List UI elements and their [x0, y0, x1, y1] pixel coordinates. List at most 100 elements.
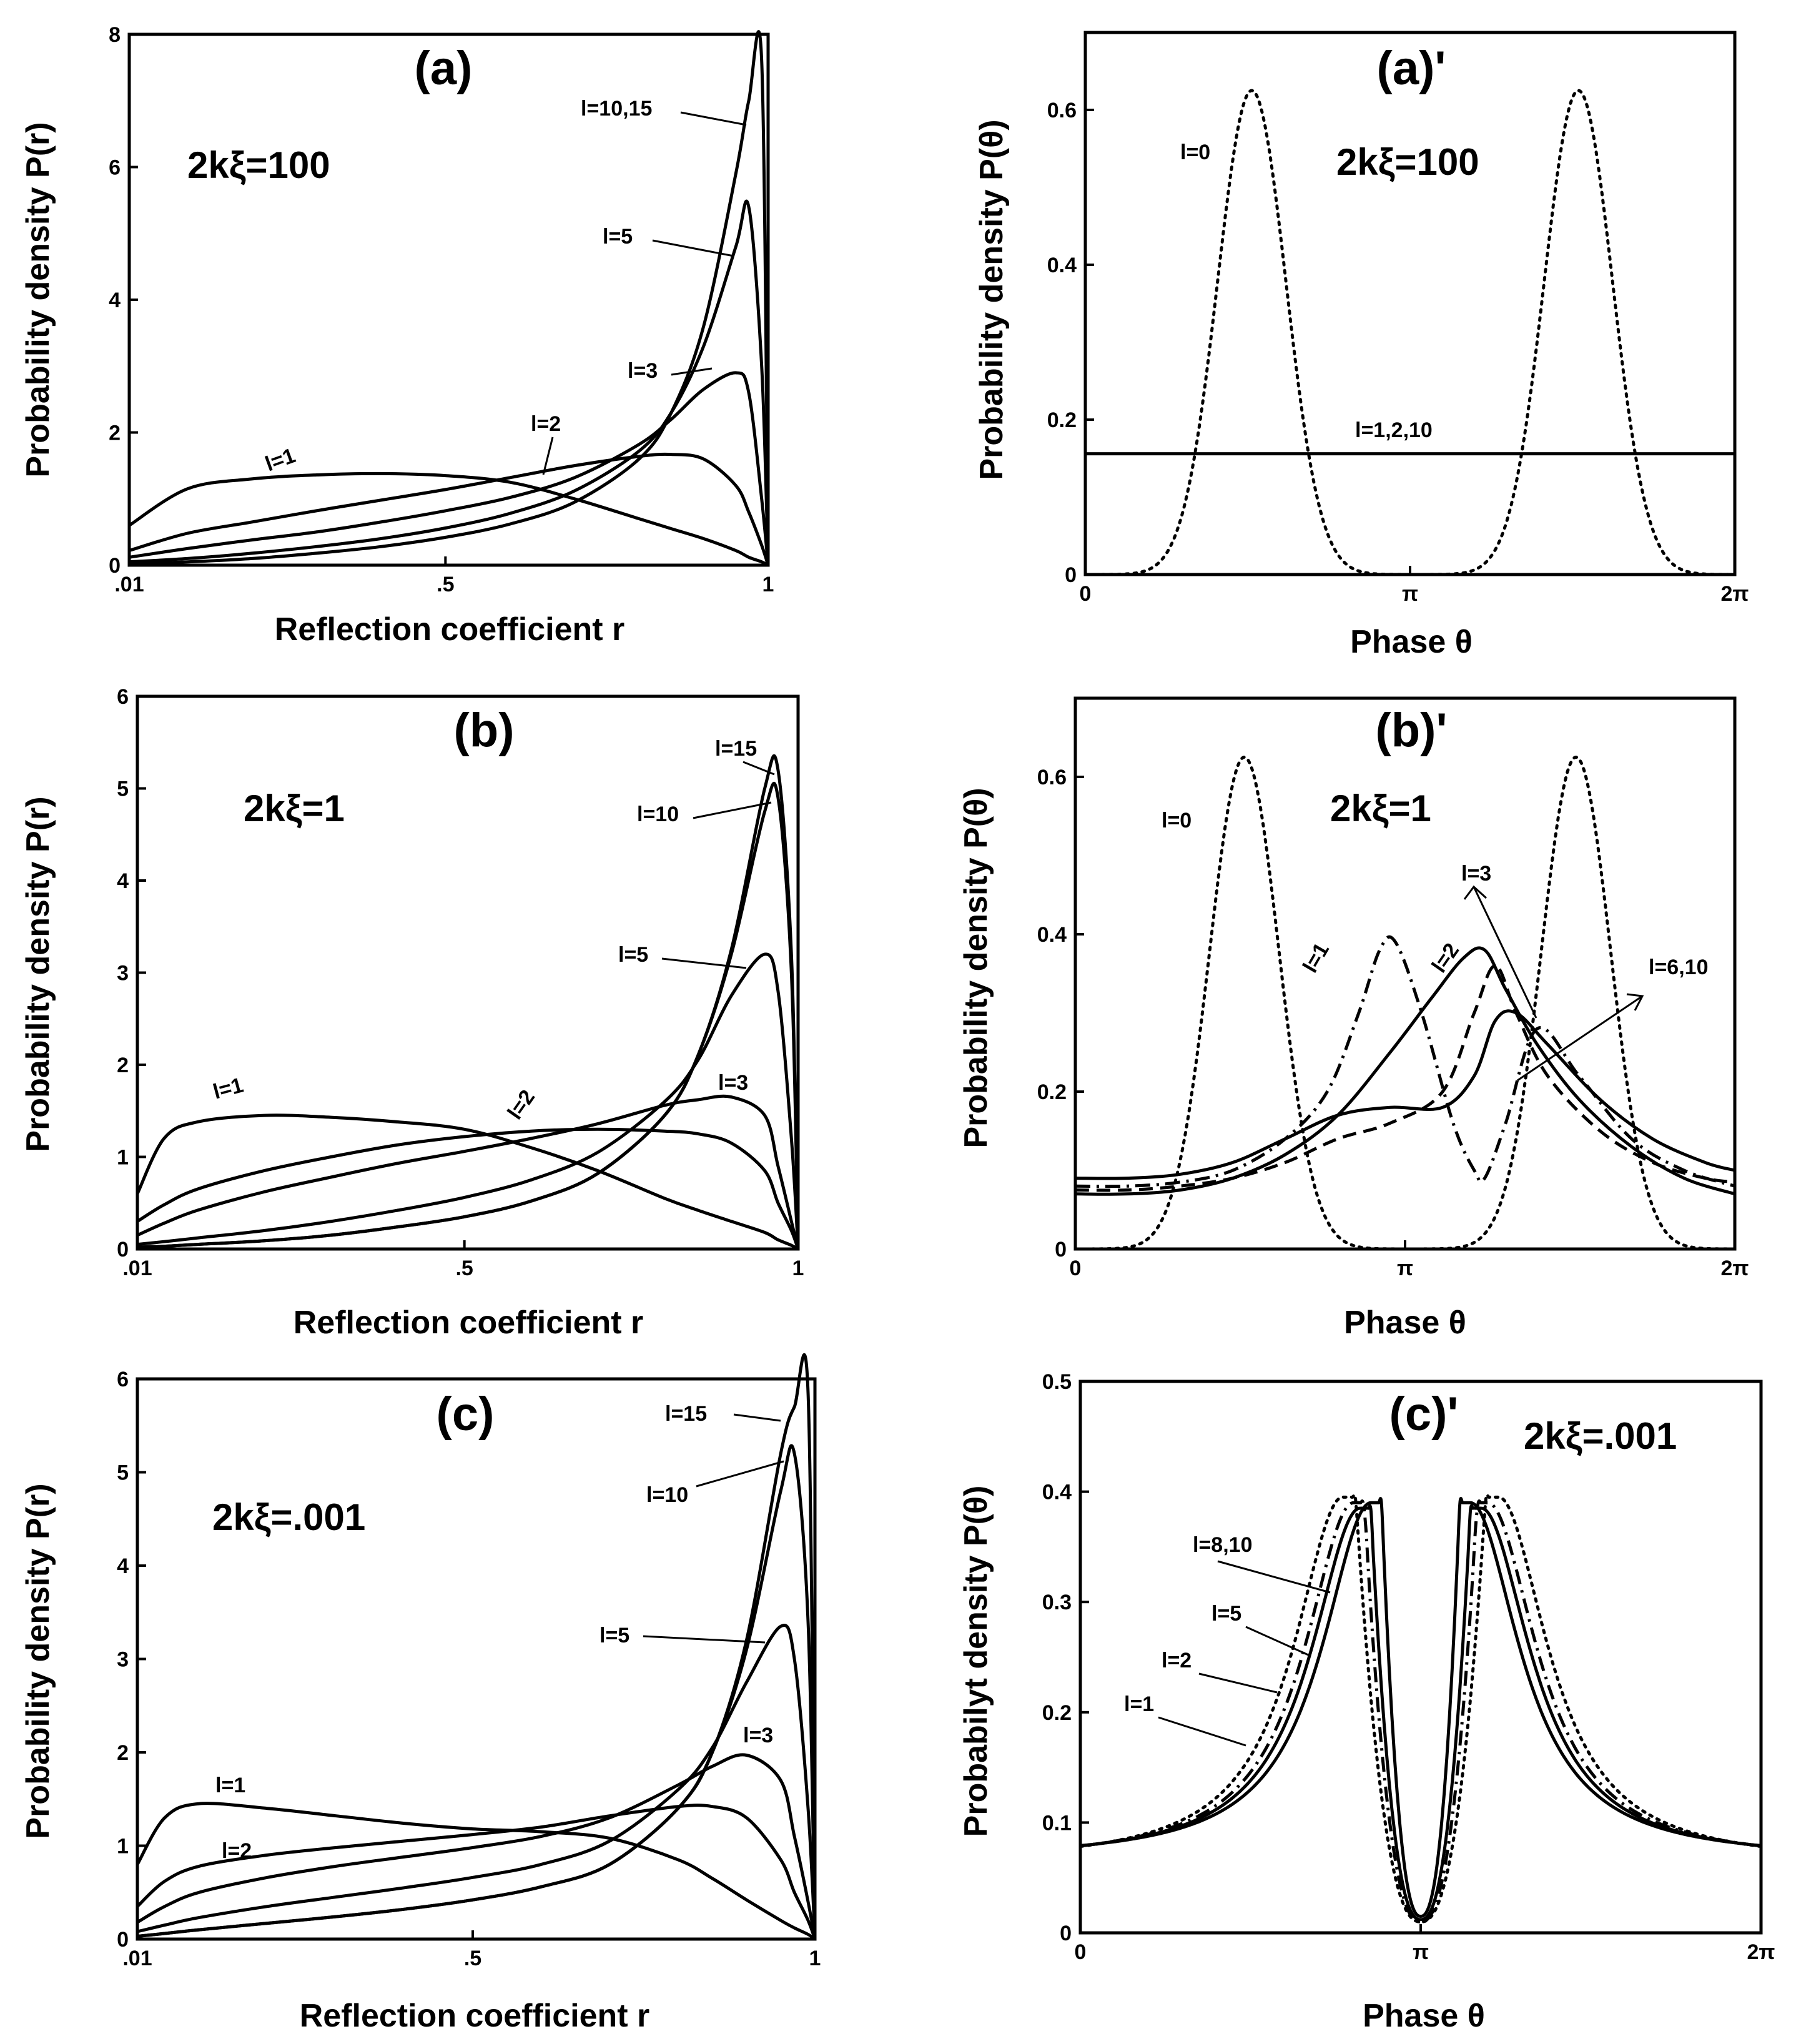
panel-b-ytick-label: 2	[117, 1054, 129, 1077]
panel-c-label-l5: l=5	[599, 1624, 629, 1647]
panel-c-prime-ytick-label: 0	[1060, 1922, 1072, 1945]
panel-b-prime-arrow-l6-10	[1517, 995, 1643, 1082]
panel-a-prime-ylabel: Probability density P(θ)	[974, 119, 1010, 480]
panel-b-series-l-5	[137, 952, 800, 1250]
panel-c-ytick-label: 1	[117, 1835, 129, 1859]
panel-a-plot-frame	[127, 32, 770, 567]
panel-b-label-l3: l=3	[718, 1071, 748, 1095]
panel-c-leader-l15	[733, 1413, 781, 1422]
panel-a-prime-ytick-label: 0.6	[1047, 99, 1077, 122]
panel-c-prime-xlabel: Phase θ	[1363, 1998, 1485, 2034]
panel-a-ytick-label: 0	[109, 554, 121, 578]
panel-b-series-l-1	[136, 1113, 799, 1251]
panel-a-leader-l10-15	[680, 111, 747, 126]
panel-a-label-l10-15: l=10,15	[581, 97, 652, 121]
panel-b-prime-plot-frame	[1073, 696, 1737, 1251]
panel-c-prime-leader-l2	[1198, 1672, 1278, 1694]
panel-a-prime-plot-frame	[1083, 31, 1737, 576]
panel-b-ytick-label: 3	[117, 962, 129, 985]
panel-b-prime-ytick-label: 0.6	[1037, 766, 1067, 789]
panel-a-series-l-3	[129, 371, 770, 566]
panel-a-prime-label-l1-2-10: l=1,2,10	[1355, 418, 1433, 442]
panel-c-series-l-5	[137, 1624, 817, 1940]
panel-b-prime-arrowhead-l3	[1463, 885, 1488, 900]
panel-a-prime: (a)' 2kξ=100 Phase θ Probability density…	[974, 31, 1749, 660]
panel-c-ytick-label: 2	[117, 1741, 129, 1765]
panel-a-prime-ytick-label: 0.2	[1047, 408, 1077, 432]
panel-a-ytick-label: 2	[109, 422, 121, 445]
panel-c-label-l15: l=15	[665, 1402, 707, 1426]
panel-b-prime-label-l1: l=1	[1298, 939, 1334, 977]
panel-c-prime-leader-l5	[1245, 1626, 1309, 1656]
panel-a-prime-ytick-label: 0.4	[1047, 254, 1077, 277]
panel-b-prime-label-l2: l=2	[1427, 939, 1464, 977]
panel-b-prime-label-l6-10: l=6,10	[1649, 955, 1708, 979]
panel-a-ytick-label: 6	[109, 156, 121, 180]
panel-c-ytick-label: 4	[117, 1554, 129, 1578]
panel-b-xtick-label: .5	[455, 1257, 473, 1280]
panel-b-ytick-label: 0	[117, 1238, 129, 1261]
panel-c-prime-ylabel: Probabilyt density P(θ)	[958, 1486, 994, 1837]
panel-a-xtick-label: 1	[762, 573, 774, 596]
panel-b-leader-l10	[693, 801, 772, 819]
panel-c-label-l10: l=10	[646, 1483, 688, 1507]
panel-a-prime-param: 2kξ=100	[1336, 141, 1479, 183]
panel-b: (b) 2kξ=1 Reflection coefficient r Proba…	[20, 685, 804, 1341]
panel-b-xtick-label: 1	[792, 1257, 804, 1280]
panel-b-label-l5: l=5	[618, 943, 648, 967]
panel-c-prime-param: 2kξ=.001	[1524, 1415, 1677, 1457]
panel-b-prime-param: 2kξ=1	[1330, 787, 1431, 829]
panel-a-label-l2: l=2	[531, 412, 561, 436]
panel-b-prime-ytick-label: 0	[1055, 1238, 1067, 1261]
panel-b-title: (b)	[453, 704, 514, 757]
panel-a-prime-xlabel: Phase θ	[1350, 624, 1473, 660]
panel-b-prime-ytick-label: 0.2	[1037, 1080, 1067, 1104]
panel-b-plot-frame	[136, 694, 800, 1251]
panel-c-prime-ytick-label: 0.2	[1042, 1701, 1072, 1725]
panel-a-prime-xtick-label: 2π	[1721, 582, 1749, 606]
panel-b-ytick-label: 6	[117, 685, 129, 709]
panel-b-prime-arrow-l3	[1473, 886, 1537, 1019]
panel-a-xlabel: Reflection coefficient r	[275, 611, 625, 648]
panel-a-label-l3: l=3	[628, 359, 658, 383]
panel-b-label-l10: l=10	[637, 802, 679, 826]
panel-b-xtick-label: .01	[122, 1257, 152, 1280]
panel-a-label-l1: l=1	[262, 443, 299, 476]
panel-a-prime-xtick-label: π	[1402, 582, 1418, 606]
panel-c-title: (c)	[437, 1388, 495, 1441]
panel-b-series-l-3	[136, 1094, 800, 1250]
panel-b-prime-series-l-0	[1073, 756, 1737, 1251]
panel-b-ylabel: Probability density P(r)	[20, 796, 56, 1152]
panel-b-series-l-15	[137, 754, 800, 1250]
panel-c-label-l1: l=1	[215, 1774, 245, 1797]
panel-c-prime-label-l5: l=5	[1211, 1602, 1241, 1626]
panel-c-xtick-label: 1	[809, 1947, 821, 1970]
panel-a-ytick-label: 4	[109, 289, 121, 312]
panel-c-prime-ytick-label: 0.3	[1042, 1591, 1072, 1614]
panel-b-prime-xtick-label: π	[1397, 1257, 1413, 1280]
panel-a: (a) 2kξ=100 Reflection coefficient r Pro…	[20, 23, 774, 648]
panel-b-prime-series-l-6-10	[1075, 1009, 1735, 1180]
panel-a-leader-l2	[542, 437, 554, 475]
panel-a-series-l-10-15	[129, 30, 770, 566]
panel-b-prime-label-l3: l=3	[1461, 862, 1491, 886]
panel-c-prime-series-l-1	[1078, 1493, 1763, 1923]
panel-a-ytick-label: 8	[109, 23, 121, 47]
panel-c-series-l-15	[137, 1353, 817, 1940]
panel-c-leader-l10	[696, 1460, 784, 1488]
panel-b-prime: (b)' 2kξ=1 Phase θ Probability density P…	[958, 696, 1749, 1341]
panel-a-series-l-5	[129, 199, 770, 566]
panel-b-ytick-label: 1	[117, 1146, 129, 1170]
panel-b-label-l2: l=2	[503, 1085, 540, 1123]
panel-b-prime-xtick-label: 2π	[1721, 1257, 1749, 1280]
panel-b-prime-series-l-1	[1075, 935, 1735, 1188]
panel-a-ylabel: Probability density P(r)	[20, 122, 56, 477]
panel-b-prime-ylabel: Probability density P(θ)	[958, 787, 994, 1148]
panel-c-ytick-label: 0	[117, 1928, 129, 1952]
panel-c-series-l-1	[136, 1802, 816, 1941]
panel-c-prime-xtick-label: π	[1413, 1940, 1429, 1964]
panel-a-title: (a)	[415, 42, 473, 95]
panel-b-prime-ytick-label: 0.4	[1037, 923, 1067, 947]
panel-a-series-l-1	[128, 472, 769, 567]
